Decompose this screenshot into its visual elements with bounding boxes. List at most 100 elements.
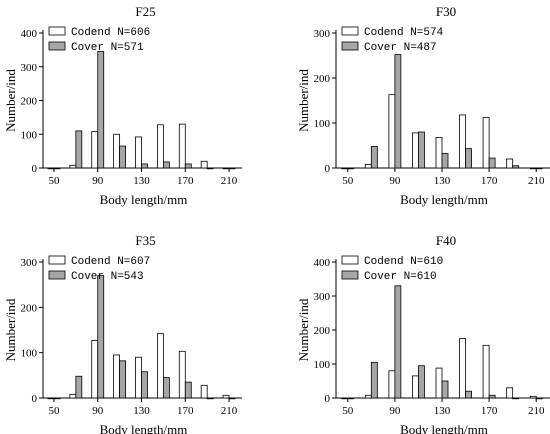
codend-bar [113,354,121,399]
y-axis-label: Number/ind [3,69,18,132]
x-axis-label: Body length/mm [400,422,488,434]
codend-bar [529,395,537,399]
codend-bar [459,338,466,399]
y-tick-label: 0 [32,393,38,405]
codend-bar [222,167,230,170]
legend-label-cover: Cover N=571 [71,42,144,54]
legend-swatch-cover [341,270,359,280]
cover-bar [97,275,105,399]
codend-bar [341,167,349,170]
codend-bar [388,94,396,169]
y-tick-label: 200 [314,325,331,337]
codend-bar [156,333,164,399]
codend-bar [91,340,99,399]
codend-bar [200,384,208,399]
chart-title: F30 [436,4,456,19]
codend-bar [459,114,466,169]
y-tick-label: 200 [314,73,331,85]
codend-bar [91,131,99,169]
y-tick-label: 100 [21,348,38,360]
x-tick-label: 90 [389,405,401,417]
y-tick-label: 300 [314,291,331,303]
codend-bar [69,393,77,399]
cover-bar [465,390,472,399]
x-tick-label: 50 [342,405,354,417]
codend-bar [222,394,230,399]
codend-bar [341,397,349,400]
legend-label-cover: Cover N=610 [364,271,437,283]
codend-bar [364,394,372,399]
codend-bar [178,123,186,169]
cover-bar [97,51,105,169]
x-tick-label: 90 [389,175,401,187]
chart-F30: F30 0 100 200 300 50 90 130 170 210 Body length/mm… [296,4,550,207]
x-tick-label: 210 [221,405,238,417]
x-tick-label: 170 [177,175,194,187]
codend-bar [412,132,419,169]
cover-bar [141,163,148,169]
x-tick-label: 130 [434,405,451,417]
chart-title: F35 [135,233,155,248]
x-tick-label: 170 [481,405,498,417]
cover-bar [119,360,127,399]
y-tick-label: 100 [314,118,331,130]
cover-bar [347,167,355,170]
codend-bar [482,117,490,169]
x-tick-label: 50 [342,175,354,187]
x-tick-label: 210 [528,175,545,187]
chart-title: F25 [135,4,155,19]
cover-bar [394,54,402,169]
legend-label-codend: Codend N=610 [364,256,443,268]
cover-bar [206,167,214,170]
x-tick-label: 90 [92,175,104,187]
y-tick-label: 0 [325,393,331,405]
codend-bar [482,344,490,399]
codend-bar [156,124,164,169]
cover-bar [75,130,83,169]
x-tick-label: 50 [48,405,60,417]
codend-bar [435,367,443,399]
x-tick-label: 170 [481,175,498,187]
cover-bar [162,161,170,169]
y-tick-label: 100 [21,129,38,141]
x-tick-label: 130 [133,175,150,187]
legend-label-codend: Codend N=606 [71,27,150,39]
x-tick-label: 90 [92,405,104,417]
x-tick-label: 130 [434,175,451,187]
codend-bar [113,133,121,169]
y-tick-label: 300 [21,62,38,74]
legend-swatch-cover [48,270,66,280]
x-tick-label: 170 [177,405,194,417]
x-tick-label: 210 [528,405,545,417]
cover-bar [162,377,170,399]
cover-bar [119,145,127,169]
y-axis-label: Number/ind [3,298,18,361]
codend-bar [435,136,443,169]
x-tick-label: 130 [133,405,150,417]
y-axis-label: Number/ind [296,69,311,132]
chart-F40: F40 0 100 200 300 400 50 90 130 170 210 Body length… [296,233,550,434]
codend-bar [364,163,372,169]
codend-bar [506,387,514,399]
cover-bar [394,285,402,399]
legend-label-cover: Cover N=487 [364,42,437,54]
cover-bar [184,381,192,399]
y-tick-label: 400 [314,257,331,269]
cover-bar [535,167,543,170]
legend-label-codend: Codend N=574 [364,27,444,39]
codend-bar [47,397,55,400]
codend-bar [47,167,55,170]
codend-bar [412,375,419,399]
cover-bar [75,375,83,399]
cover-bar [488,157,496,169]
cover-bar [184,163,192,169]
chart-title: F40 [436,233,456,248]
y-tick-label: 300 [314,28,331,40]
y-tick-label: 100 [314,359,331,371]
legend-label-cover: Cover N=543 [71,271,144,283]
legend-swatch-cover [341,41,359,51]
cover-bar [347,397,355,400]
cover-bar [418,365,425,399]
cover-bar [370,361,378,399]
